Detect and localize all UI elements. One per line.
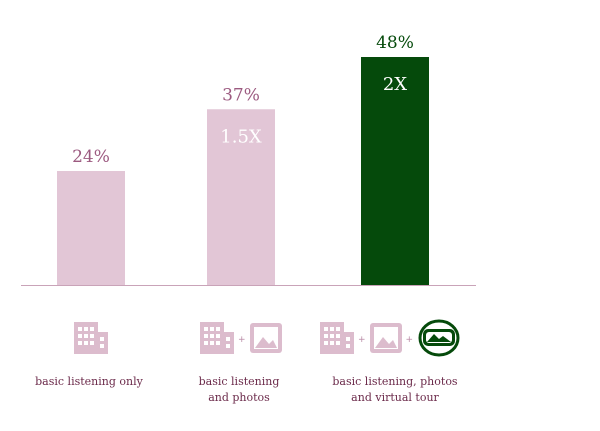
bar-2 (207, 109, 275, 285)
value-label-3: 48% (376, 33, 414, 53)
plus-sign: + (238, 335, 246, 345)
icon-group-3: + + (320, 318, 461, 362)
value-label-2: 37% (222, 85, 260, 105)
bar-1 (57, 171, 125, 285)
plus-sign: + (358, 335, 366, 345)
building-icon (320, 322, 354, 358)
building-icon (200, 322, 234, 358)
icon-group-2: + (200, 322, 282, 358)
photo-icon (249, 323, 282, 357)
icon-group-1 (74, 322, 108, 358)
bar-chart: 24% 37% 1.5X 48% 2X (21, 33, 476, 286)
value-label-1: 24% (72, 147, 110, 167)
building-icon (74, 322, 108, 358)
photo-icon (369, 323, 402, 357)
multiplier-label-3: 2X (383, 74, 407, 95)
bar-3 (361, 57, 429, 285)
category-label-3: basic listening, photos and virtual tour (332, 375, 458, 404)
vr-headset-icon (417, 318, 461, 362)
multiplier-label-2: 1.5X (220, 126, 262, 147)
plus-sign: + (405, 335, 414, 345)
category-label-1: basic listening only (35, 375, 143, 388)
category-label-2: basic listening and photos (198, 375, 280, 404)
